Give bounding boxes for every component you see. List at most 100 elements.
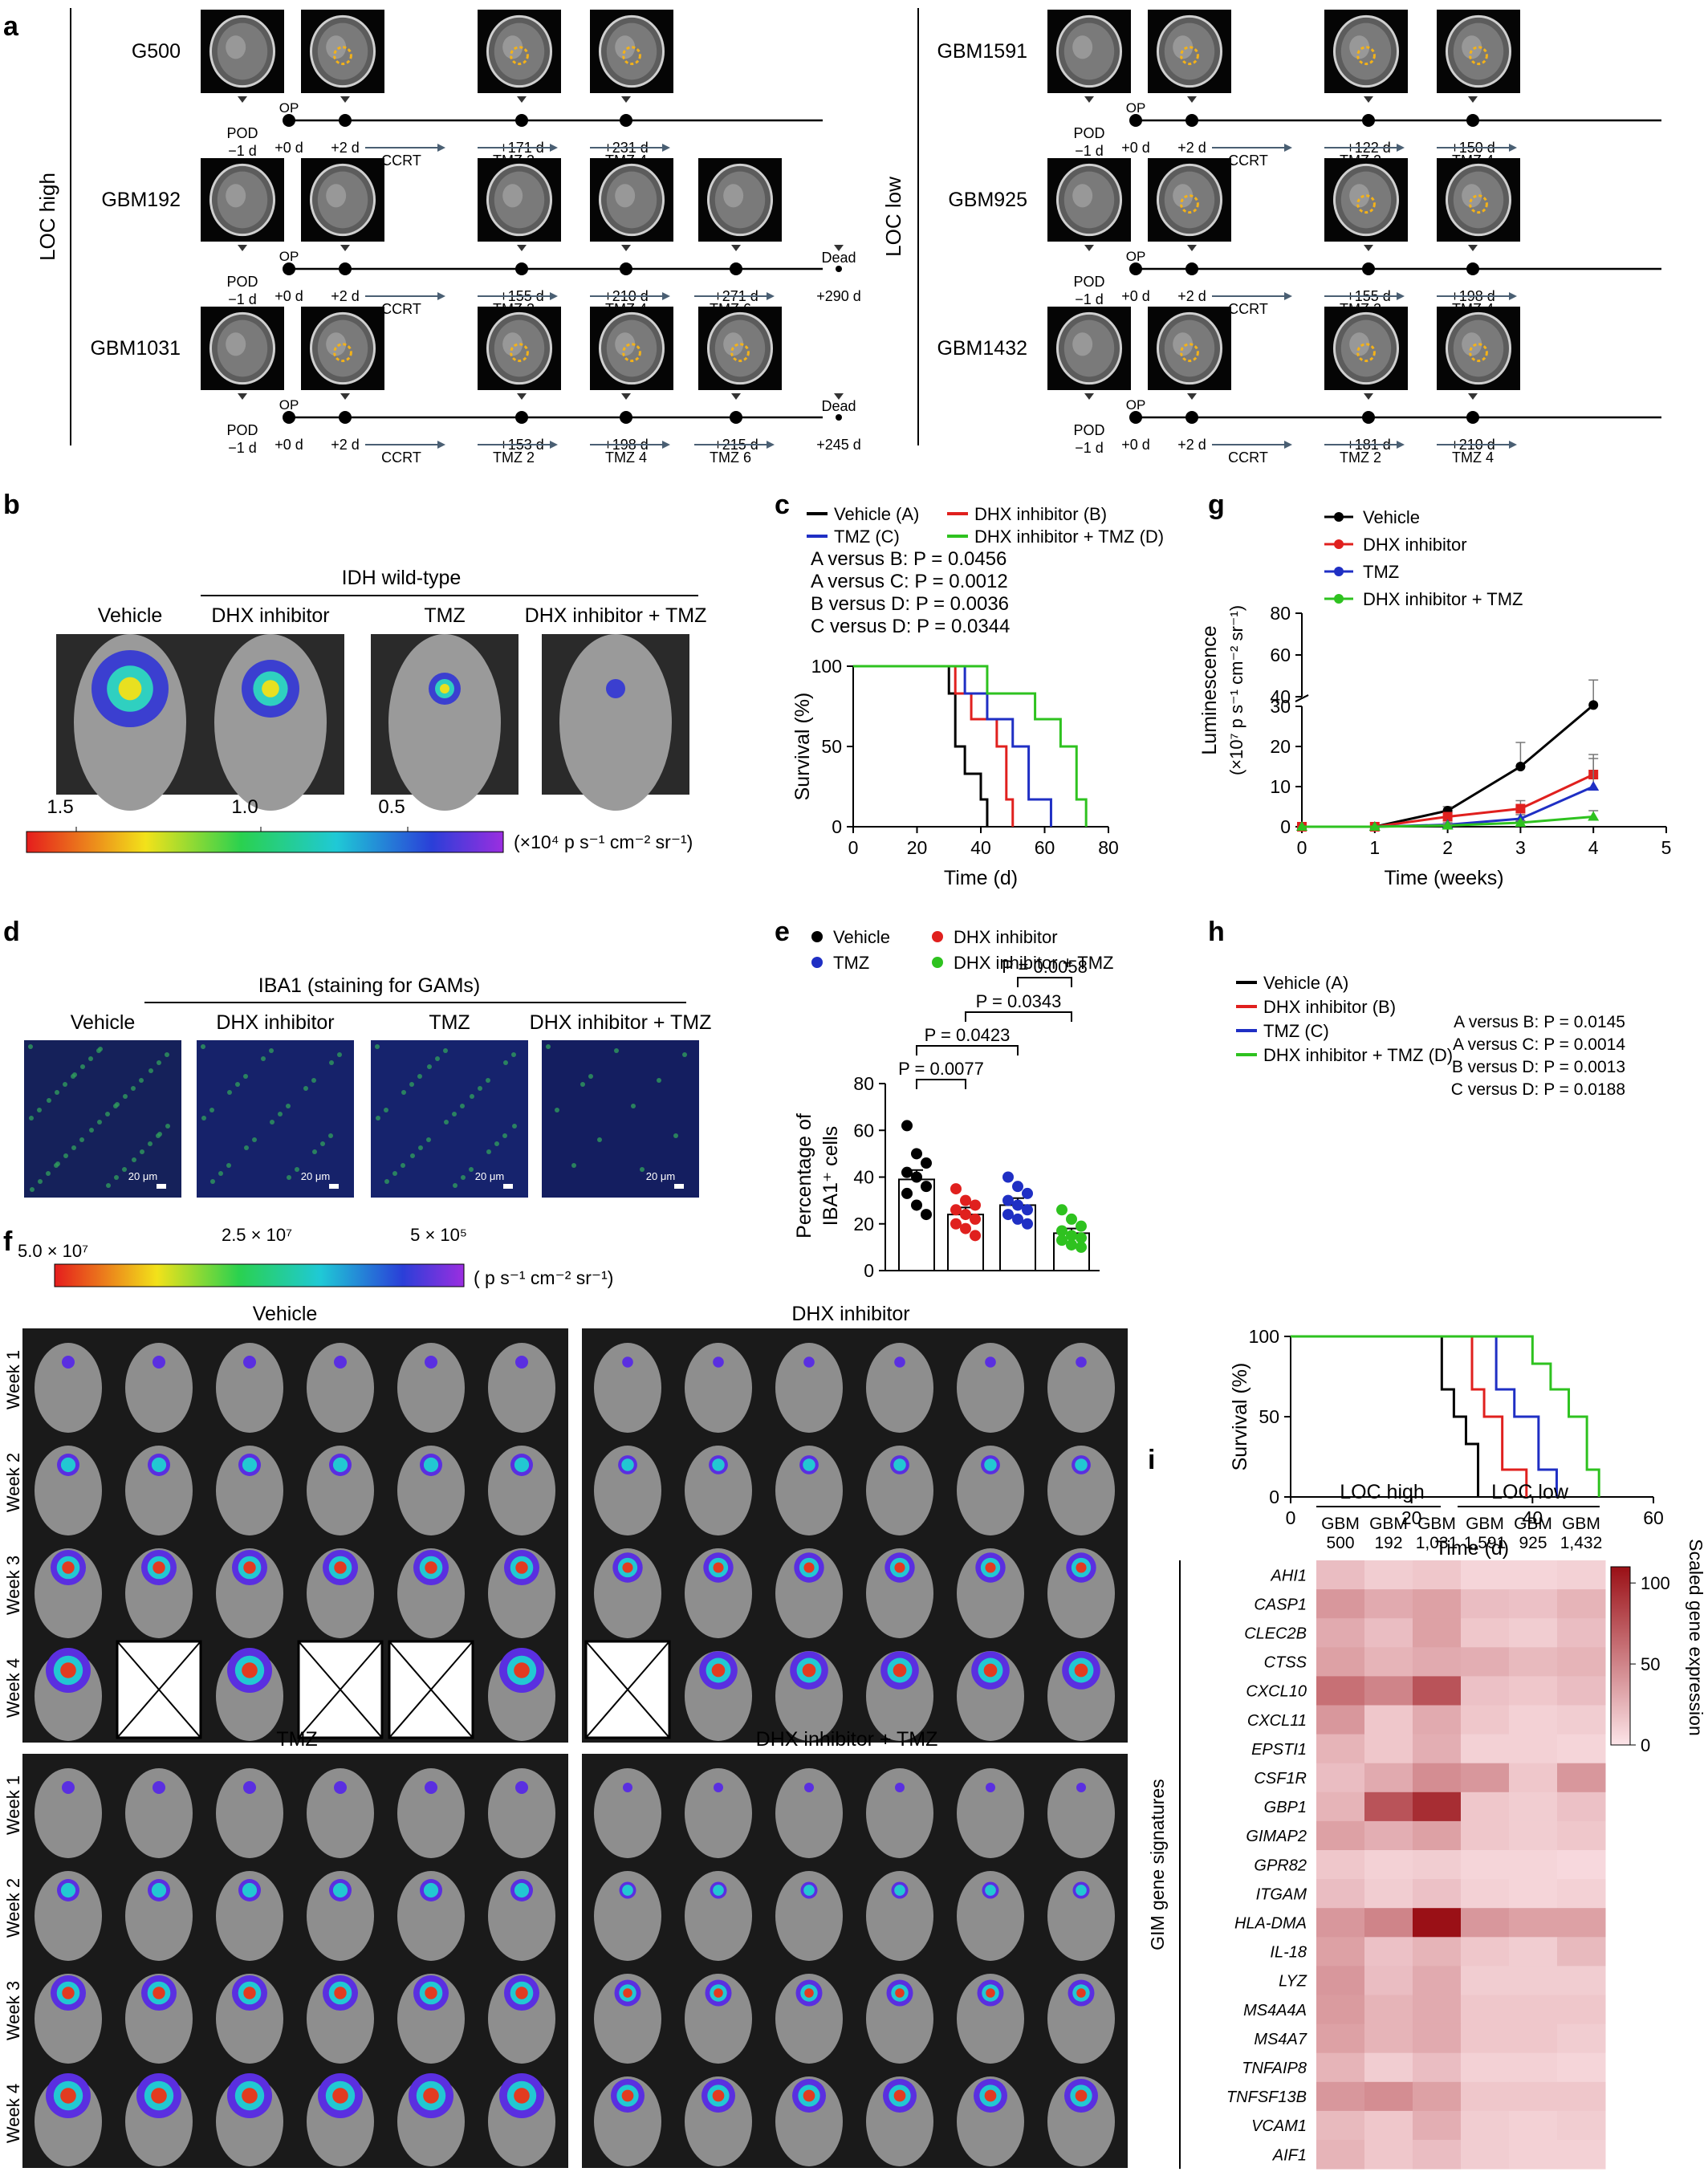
- sample-label: 1,591: [1464, 1534, 1507, 1552]
- mouse-body: [594, 1446, 661, 1535]
- heatmap-cell: [1509, 1850, 1558, 1880]
- data-dot: [970, 1213, 981, 1225]
- image-arrow: [834, 393, 844, 400]
- legend-entry: DHX inhibitor: [1363, 535, 1467, 555]
- iba1-cell: [502, 1133, 507, 1138]
- iba1-cell: [384, 1108, 388, 1112]
- iba1-cell: [226, 1163, 231, 1168]
- heatmap-cell: [1316, 1676, 1365, 1706]
- p-value-stat: B versus D: P = 0.0013: [1452, 1058, 1625, 1076]
- iba1-cell: [269, 1048, 274, 1053]
- op-label: OP: [279, 249, 299, 264]
- heatmap-cell: [1413, 2110, 1462, 2141]
- signal-core: [1074, 1663, 1088, 1678]
- tumor-marker: [622, 46, 641, 66]
- signal-core: [242, 2088, 258, 2104]
- missing-cross: [585, 1641, 670, 1739]
- data-dot: [1076, 1241, 1087, 1253]
- signal-mid: [151, 1457, 167, 1473]
- heatmap-cell: [1413, 2081, 1462, 2112]
- image-arrow: [1187, 245, 1197, 251]
- mouse-body: [594, 1548, 661, 1638]
- signal-outer: [62, 1356, 75, 1369]
- signal-outer: [622, 1356, 633, 1368]
- survival-curve-1: [853, 665, 989, 827]
- sample-label: GBM: [1369, 1515, 1408, 1533]
- timeline-dot: [1185, 114, 1198, 127]
- signal-core: [802, 1663, 816, 1678]
- timeline-dot: [730, 411, 742, 424]
- x-tick-label: 2: [1442, 837, 1453, 858]
- heatmap-cell: [1316, 1966, 1365, 1995]
- mouse-body: [1047, 1974, 1115, 2064]
- data-dot: [1076, 1232, 1087, 1244]
- heatmap-cell: [1316, 1850, 1365, 1880]
- iba1-image: 20 μm: [197, 1040, 354, 1198]
- missing-cross: [116, 1641, 201, 1739]
- heatmap-cell: [1461, 1734, 1510, 1764]
- image-arrow: [517, 393, 527, 400]
- iba1-cell: [328, 1133, 333, 1138]
- mri-thumbnail: [1148, 10, 1231, 93]
- signal-mid: [151, 1882, 167, 1898]
- panel-letter: g: [1208, 490, 1225, 520]
- mouse-body: [775, 1343, 843, 1433]
- panel-b-scale-tick: 0.5: [378, 796, 405, 818]
- heatmap-cell: [1509, 1618, 1558, 1648]
- heatmap-cell: [1509, 1560, 1558, 1590]
- heatmap-cell: [1364, 1820, 1413, 1851]
- signal-core: [332, 2088, 348, 2104]
- data-point: [1442, 811, 1453, 822]
- iba1-cell: [461, 1175, 466, 1180]
- heatmap-cell: [1557, 1966, 1606, 1995]
- case-name: GBM925: [948, 189, 1027, 211]
- bli-image: [542, 634, 689, 811]
- signal-core: [514, 2088, 530, 2104]
- mouse-body: [775, 2076, 843, 2166]
- x-axis-label: Time (weeks): [1384, 867, 1503, 889]
- week-label: Week 2: [3, 1878, 23, 1938]
- iba1-cell: [580, 1082, 585, 1087]
- heatmap-cell: [1509, 2052, 1558, 2083]
- signal-mid: [60, 1882, 76, 1898]
- iba1-cell: [38, 1179, 43, 1184]
- iba1-cell: [47, 1098, 51, 1103]
- signal-core: [895, 1988, 905, 1998]
- data-point: [1588, 811, 1600, 821]
- heatmap-cell: [1461, 2081, 1510, 2112]
- mri-thumbnail: [301, 10, 384, 93]
- image-arrow: [517, 245, 527, 251]
- legend-entry: TMZ: [833, 953, 869, 973]
- bli-grid: [22, 1328, 568, 1743]
- colorbar-tick-label: 50: [1641, 1654, 1660, 1674]
- treatment-arrowhead: [1284, 292, 1292, 300]
- y-tick-label: 0: [864, 1260, 874, 1281]
- heatmap-cell: [1461, 1850, 1510, 1880]
- iba1-cell: [55, 1090, 59, 1095]
- panel-a-letter: a: [3, 11, 19, 42]
- treatment-label: CCRT: [1228, 449, 1268, 466]
- heatmap-cell: [1316, 2110, 1365, 2141]
- mouse-body: [307, 1343, 374, 1433]
- heatmap-cell: [1316, 1647, 1365, 1677]
- bli-grid: [582, 1754, 1128, 2168]
- data-point: [1515, 762, 1526, 771]
- tumor-marker: [1180, 194, 1199, 214]
- x-tick-label: 60: [1643, 1507, 1664, 1528]
- tumor-marker: [510, 46, 529, 66]
- x-tick-label: 40: [970, 837, 991, 858]
- mri-lesion: [1072, 184, 1093, 208]
- panel-b-header: IDH wild-type: [342, 567, 462, 589]
- signal-core: [515, 1987, 528, 1999]
- mouse-body: [685, 1871, 752, 1961]
- iba1-cell: [63, 1153, 68, 1158]
- heatmap-cell: [1509, 1676, 1558, 1706]
- y-axis-label: Percentage of: [793, 1113, 815, 1238]
- pod-day: −1 d: [1075, 291, 1104, 307]
- data-dot: [911, 1171, 922, 1183]
- mouse-body: [866, 1548, 933, 1638]
- panel-h-survival-chart: h 0 20 40 60 0 50 100 Time (d) Survival (%) Vehicl…: [1208, 917, 1664, 1560]
